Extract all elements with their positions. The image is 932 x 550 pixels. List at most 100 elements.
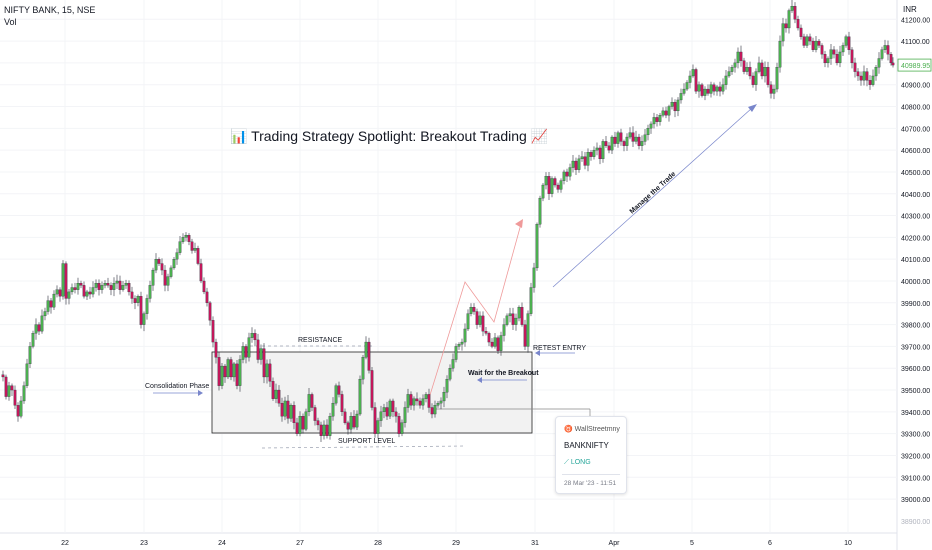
candle-body — [487, 333, 491, 343]
candle-body — [124, 283, 128, 286]
x-tick-label: 28 — [374, 540, 382, 547]
candle-body — [427, 394, 431, 408]
candle-body — [340, 394, 344, 413]
card-author: ♉ WallStreetmny — [564, 425, 620, 433]
candle-body — [199, 263, 203, 282]
y-tick-label: 41200.00 — [901, 17, 930, 24]
candle-body — [856, 71, 860, 77]
y-tick-label: 39900.00 — [901, 301, 930, 308]
candle-body — [694, 69, 698, 92]
last-price-badge — [897, 58, 932, 72]
candle-body — [751, 75, 755, 85]
candle-body — [655, 117, 659, 122]
annotation-lines — [153, 104, 757, 449]
candle-body — [550, 178, 554, 194]
candle-body — [433, 405, 437, 415]
candle-body — [559, 180, 563, 190]
candle-body — [373, 407, 377, 434]
candle-body — [463, 328, 467, 343]
y-tick-label: 40400.00 — [901, 192, 930, 199]
candle-body — [307, 394, 311, 413]
candle-body — [715, 86, 719, 92]
candle-body — [283, 400, 287, 417]
candle-body — [334, 385, 338, 404]
candle-body — [598, 147, 602, 160]
candle-body — [400, 422, 404, 434]
candle-body — [883, 45, 887, 50]
candle-body — [298, 416, 302, 434]
y-tick-label: 40100.00 — [901, 257, 930, 264]
candle-body — [511, 313, 515, 325]
candle-body — [841, 45, 845, 53]
x-tick-label: Apr — [609, 540, 621, 547]
projection-arrow-head — [515, 219, 523, 228]
candle-body — [460, 341, 464, 345]
candle-body — [553, 178, 557, 186]
candle-body — [697, 84, 701, 92]
candle-body — [685, 82, 689, 90]
candle-body — [496, 337, 500, 351]
candle-body — [127, 283, 131, 293]
candles — [1, 0, 895, 442]
candle-body — [523, 324, 527, 347]
candle-body — [718, 86, 722, 92]
idea-card[interactable]: ♉ WallStreetmny BANKNIFTY ⟋ LONG 28 Mar … — [555, 416, 627, 494]
candle-body — [838, 51, 842, 64]
candle-body — [337, 385, 341, 395]
candle-body — [49, 300, 53, 308]
candle-body — [58, 289, 62, 297]
candle-body — [232, 363, 236, 378]
candle-body — [151, 269, 155, 286]
candle-body — [418, 400, 422, 406]
y-tick-label: 39300.00 — [901, 432, 930, 439]
candle-body — [730, 67, 734, 72]
candle-body — [103, 283, 107, 286]
candle-body — [349, 416, 353, 430]
candle-body — [187, 235, 191, 242]
candle-body — [688, 75, 692, 83]
candle-body — [193, 248, 197, 251]
candle-body — [547, 176, 551, 194]
candle-body — [154, 259, 158, 271]
y-tick-label: 40700.00 — [901, 126, 930, 133]
candle-body — [814, 40, 818, 50]
volume-indicator-label[interactable]: Vol — [4, 17, 17, 27]
candle-body — [880, 49, 884, 59]
candle-body — [520, 307, 524, 325]
candle-body — [802, 36, 806, 46]
x-tick-label: 10 — [844, 540, 852, 547]
breakout-arrow-head — [477, 377, 482, 383]
candle-body — [835, 54, 839, 64]
candle-body — [55, 289, 59, 295]
candle-body — [712, 84, 716, 92]
candle-body — [610, 136, 614, 151]
candle-body — [604, 141, 608, 146]
candle-body — [760, 62, 764, 77]
candle-body — [601, 141, 605, 160]
y-tick-label: 40900.00 — [901, 83, 930, 90]
candle-body — [382, 407, 386, 413]
candle-body — [691, 69, 695, 77]
candle-body — [163, 269, 167, 286]
y-tick-label: 39700.00 — [901, 344, 930, 351]
symbol-header[interactable]: NIFTY BANK, 15, NSE — [4, 5, 96, 15]
candle-body — [397, 416, 401, 434]
candle-body — [295, 422, 299, 434]
y-tick-label: 39500.00 — [901, 388, 930, 395]
candle-body — [625, 136, 629, 146]
candle-body — [475, 311, 479, 325]
candle-body — [607, 145, 611, 151]
candle-body — [724, 75, 728, 85]
candle-body — [238, 359, 242, 386]
candle-body — [586, 152, 590, 166]
candle-body — [25, 363, 29, 386]
candle-body — [589, 152, 593, 157]
candle-body — [205, 291, 209, 303]
candle-body — [13, 389, 17, 406]
candle-body — [286, 400, 290, 419]
candle-body — [22, 385, 26, 402]
candle-body — [292, 405, 296, 423]
candle-body — [214, 341, 218, 358]
candle-body — [10, 385, 14, 391]
